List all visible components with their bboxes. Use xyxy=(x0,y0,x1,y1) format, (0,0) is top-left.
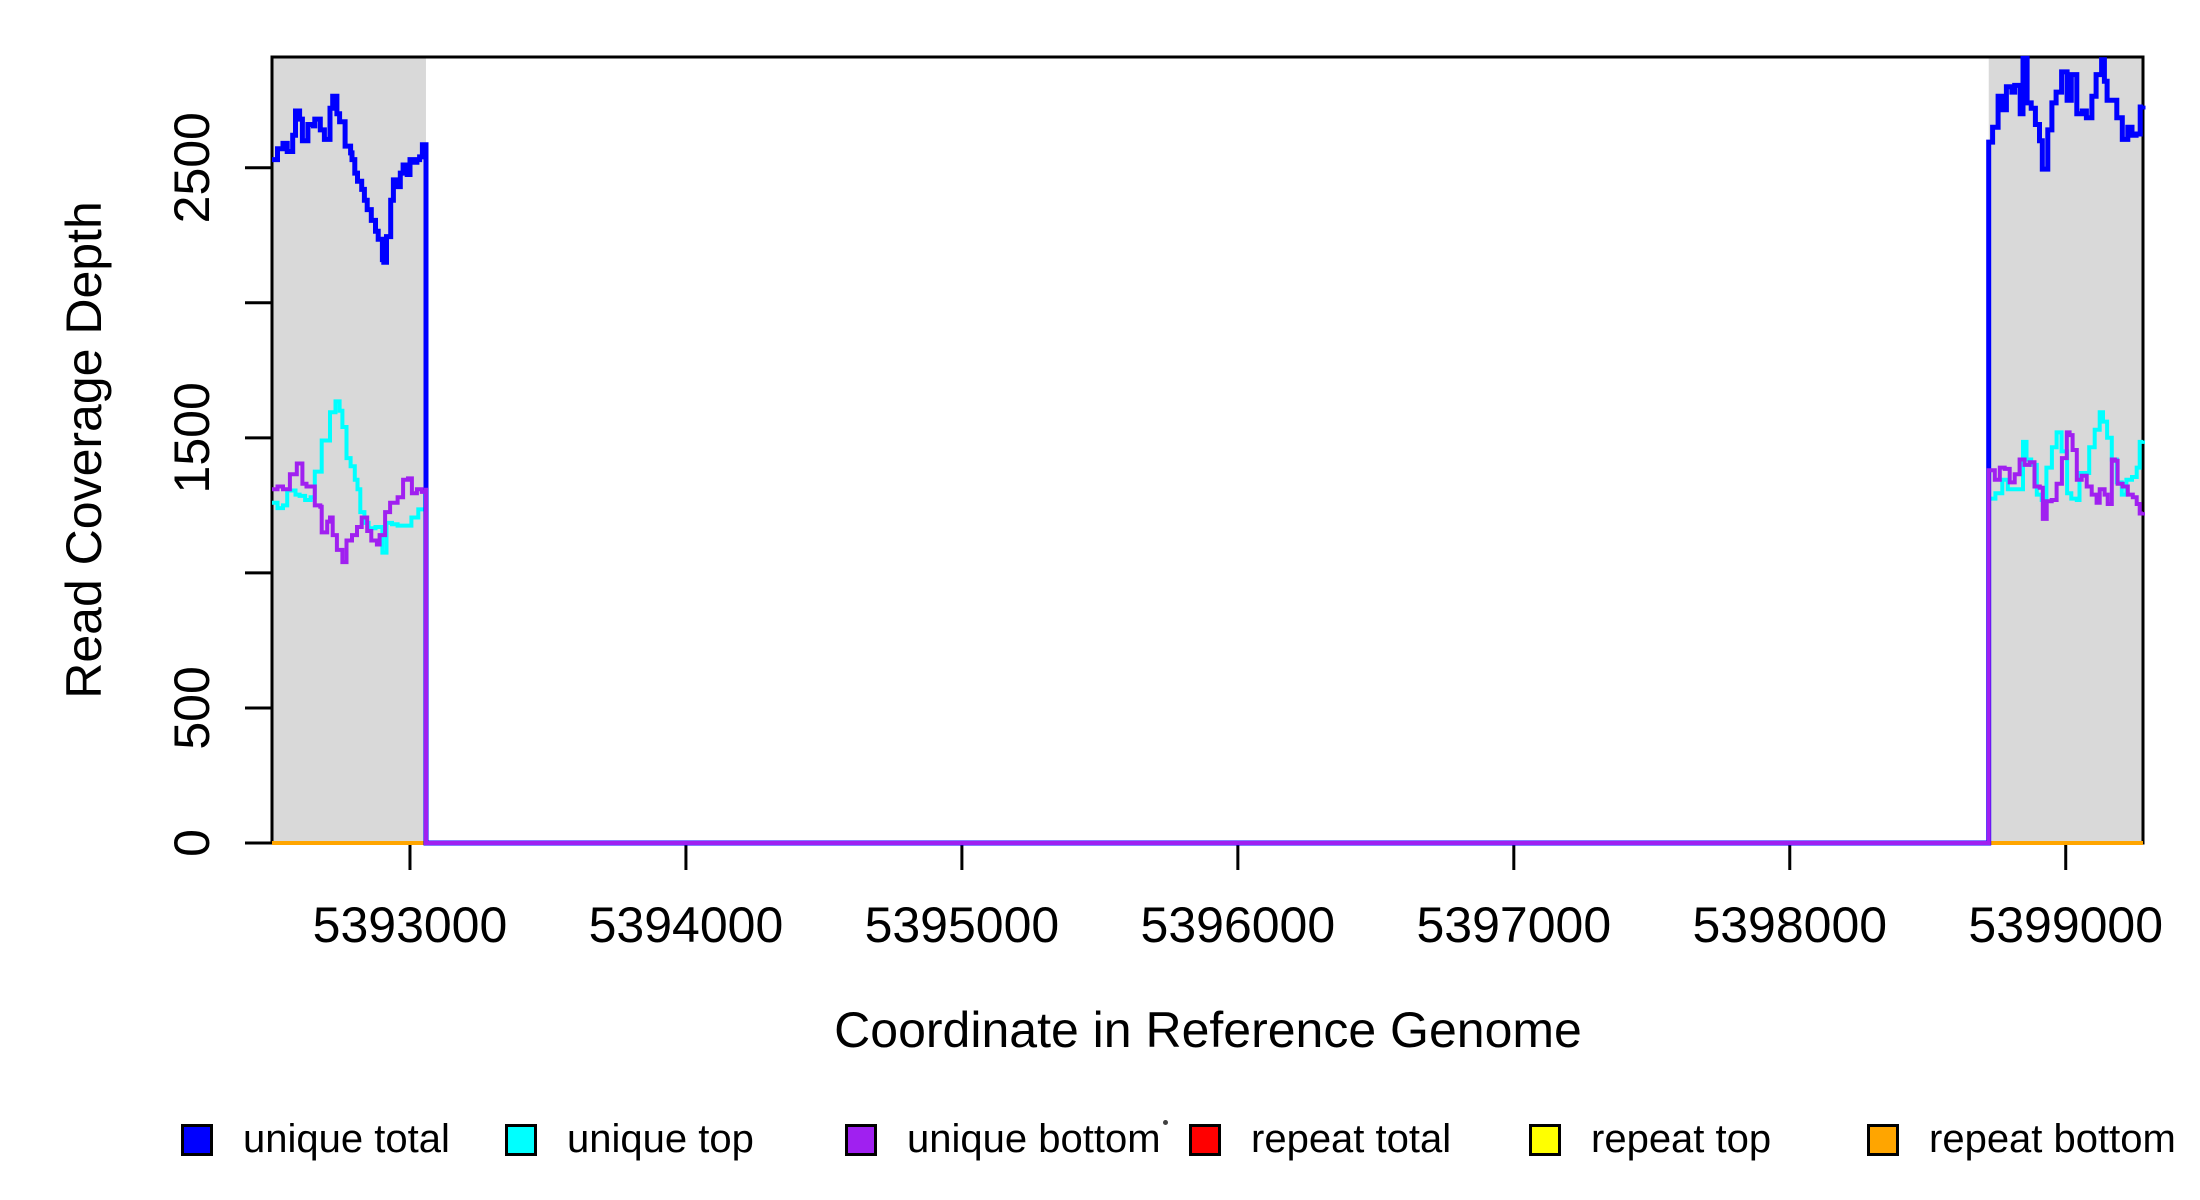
y-tick-label: 500 xyxy=(164,666,220,749)
series-unique-bottom xyxy=(272,430,2145,845)
legend-label: repeat top xyxy=(1591,1117,1772,1161)
legend-label: unique top xyxy=(567,1117,754,1161)
legend-item-repeat-top: repeat top xyxy=(1529,1117,1771,1162)
legend-item-repeat-bottom: repeat bottom xyxy=(1867,1117,2176,1162)
x-tick-label: 5394000 xyxy=(589,897,784,953)
x-tick-label: 5395000 xyxy=(865,897,1060,953)
legend-swatch xyxy=(1867,1123,1899,1156)
series-unique-top xyxy=(272,399,2145,845)
legend-swatch xyxy=(845,1123,877,1156)
legend-swatch xyxy=(1529,1123,1561,1156)
legend-item-unique-bottom: unique bottom xyxy=(845,1117,1161,1162)
x-axis-title: Coordinate in Reference Genome xyxy=(834,1002,1582,1058)
y-axis-title: Read Coverage Depth xyxy=(56,201,112,699)
legend-label: repeat total xyxy=(1251,1117,1452,1161)
legend-label: unique bottom xyxy=(907,1117,1161,1161)
legend-item-repeat-total: repeat total xyxy=(1189,1117,1451,1162)
legend-swatch xyxy=(505,1123,537,1156)
x-tick-label: 5396000 xyxy=(1141,897,1336,953)
x-tick-label: 5397000 xyxy=(1416,897,1611,953)
y-tick-label: 0 xyxy=(164,829,220,857)
stray-dot xyxy=(1163,1120,1168,1125)
legend-swatch xyxy=(181,1123,213,1156)
x-tick-label: 5399000 xyxy=(1968,897,2163,953)
series-unique-total xyxy=(272,55,2146,846)
legend-swatch xyxy=(1189,1123,1221,1156)
legend-item-unique-total: unique total xyxy=(181,1117,450,1162)
x-tick-label: 5398000 xyxy=(1692,897,1887,953)
y-tick-label: 2500 xyxy=(164,112,220,223)
plot-box xyxy=(270,55,2145,845)
y-tick-label: 1500 xyxy=(164,382,220,493)
legend-item-unique-top: unique top xyxy=(505,1117,754,1162)
legend-label: unique total xyxy=(243,1117,450,1161)
x-tick-label: 5393000 xyxy=(313,897,508,953)
legend-label: repeat bottom xyxy=(1929,1117,2176,1161)
